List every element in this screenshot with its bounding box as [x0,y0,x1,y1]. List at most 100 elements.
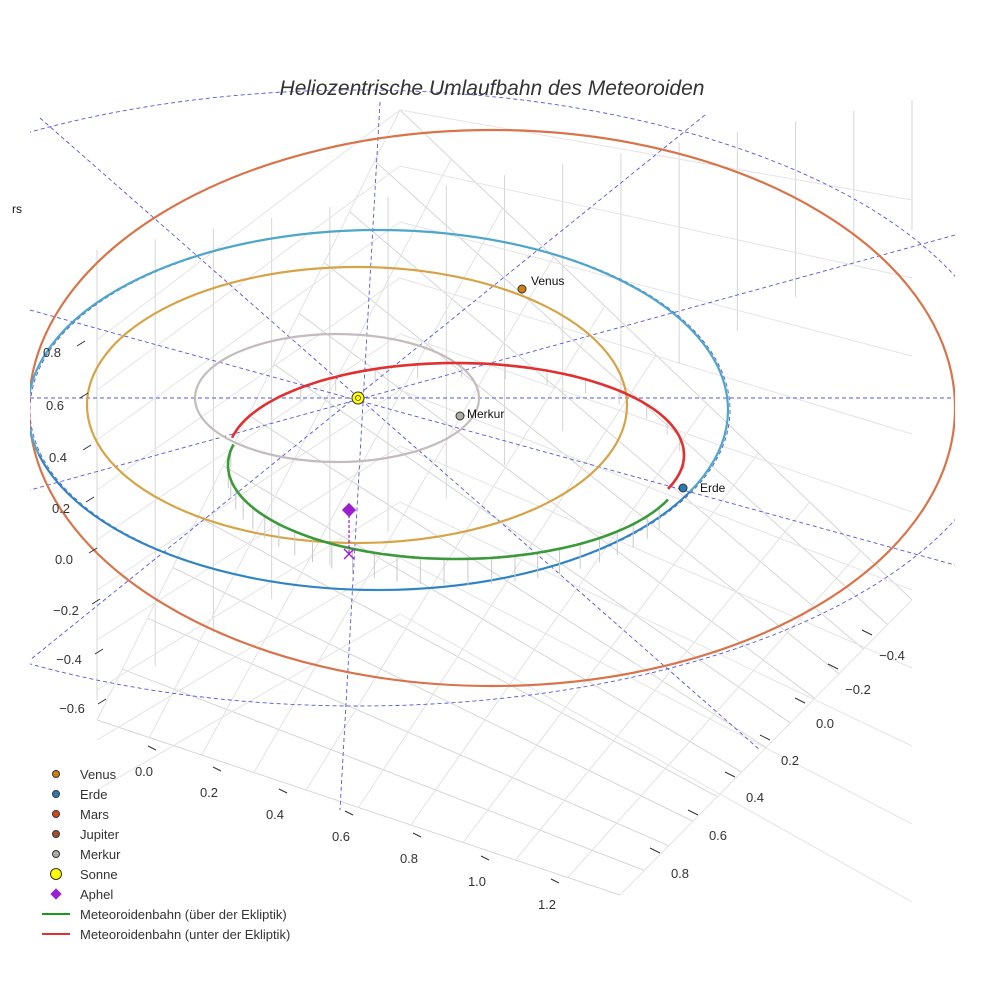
x-tick-label: 0.8 [400,851,418,866]
legend-swatch [42,933,70,935]
y-tick-label: 0.0 [816,716,834,731]
legend-symbol [38,824,74,844]
y-tick-mark [827,663,839,670]
grid-line-floor [305,305,606,791]
legend-symbol [38,904,74,924]
legend-label: Merkur [80,846,121,862]
x-tick-mark [147,745,157,751]
grid-line-floor [462,452,759,843]
z-tick-label: −0.4 [56,652,82,667]
z-tick-label: −0.2 [53,603,79,618]
z-tick-label: 0.0 [55,552,73,567]
z-tick-mark [79,392,89,399]
ecliptic-reference-lines [30,89,955,811]
x-tick-label: 0.0 [135,764,153,779]
legend-symbol [38,864,74,884]
grid-line-floor [253,256,555,773]
orbit-erde-front [38,454,691,591]
y-tick-mark [687,809,699,816]
y-tick-mark [724,771,736,778]
x-tick-label: 1.2 [538,897,556,912]
z-tick-mark [97,698,107,705]
y-tick-label: 0.6 [709,828,727,843]
grid-line-level [399,613,913,903]
grid-line-level [96,109,401,341]
z-tick-label: −0.6 [59,701,85,716]
legend-item: Jupiter [38,824,378,844]
legend-label: Venus [80,766,117,782]
orbit-venus [85,265,629,545]
legend-swatch [52,830,60,838]
z-tick-mark [85,496,95,503]
legend-label: Mars [80,806,109,822]
planet-markers: Venus Erde Merkur rs [12,202,726,560]
legend: Venus Erde Mars Jupiter Merkur Sonne Aphel Mete… [38,764,378,944]
legend-swatch [50,868,62,880]
x-tick-mark [480,855,490,861]
legend-item: Aphel [38,884,378,904]
legend-symbol [38,784,74,804]
grid [96,100,913,903]
ecliptic-ring [30,229,731,591]
planet-label-venus: Venus [531,274,564,288]
grid-line-level [96,221,401,441]
legend-item: Merkur [38,844,378,864]
z-tick-label: 0.4 [49,450,67,465]
legend-label: Sonne [80,866,118,882]
grid-line-floor [358,354,657,808]
grid-line-level [96,333,401,541]
y-tick-label: −0.2 [845,682,871,697]
grid-line-level [96,277,401,491]
grid-line-floor [619,599,913,896]
legend-label: Erde [80,786,108,802]
ecliptic-spoke [30,234,955,491]
aphelion-projection-marker [343,548,355,560]
y-tick-mark [759,734,771,741]
legend-label: Meteoroidenbahn (unter der Ekliptik) [80,926,291,942]
legend-swatch [42,913,70,915]
legend-item: Venus [38,764,378,784]
grid-line-level [96,557,401,741]
grid-line-level [399,221,913,357]
legend-symbol [38,764,74,784]
grid-line-floor [148,158,452,738]
orbit-mars [30,128,955,688]
y-tick-label: −0.4 [879,648,905,663]
orbit-merkur [193,332,481,464]
planet-marker-erde [678,483,688,493]
planet-marker-venus [517,284,527,294]
z-tick-mark [76,340,86,347]
x-tick-label: 0.4 [266,807,284,822]
x-tick-label: 0.6 [332,829,350,844]
y-tick-label: 0.2 [781,753,799,768]
planet-label-merkur: Merkur [467,407,504,421]
sun-marker [351,391,365,405]
legend-label: Jupiter [80,826,120,842]
grid-line-level [399,557,913,825]
legend-swatch [52,770,60,778]
ecliptic-spoke [339,101,381,811]
aphelion-marker [341,502,357,518]
grid-line-floor [410,403,708,826]
planet-label-mars: rs [12,202,22,216]
grid-line-floor [515,501,810,861]
meteoroid-below-ecliptic [230,361,686,490]
legend-symbol [38,844,74,864]
z-tick-mark [94,648,104,655]
legend-item: Mars [38,804,378,824]
z-tick-label: 0.8 [43,345,61,360]
x-tick-label: 1.0 [468,874,486,889]
ecliptic-spoke [30,114,706,661]
y-tick-label: 0.4 [746,790,764,805]
z-tick-label: 0.2 [52,501,70,516]
z-tick-mark [82,444,92,451]
legend-swatch [52,850,60,858]
x-tick-label: 0.2 [200,785,218,800]
axis-ticks: 0.8 0.6 0.4 0.2 0.0 −0.2 −0.4 −0.6 0.0 0.2 0.4 0.6 0… [43,340,905,912]
y-tick-label: 0.8 [671,866,689,881]
z-tick-mark [91,598,101,605]
grid-line-level [399,445,913,669]
legend-item: Meteoroidenbahn (über der Ekliptik) [38,904,378,924]
grid-line-level [399,333,913,513]
